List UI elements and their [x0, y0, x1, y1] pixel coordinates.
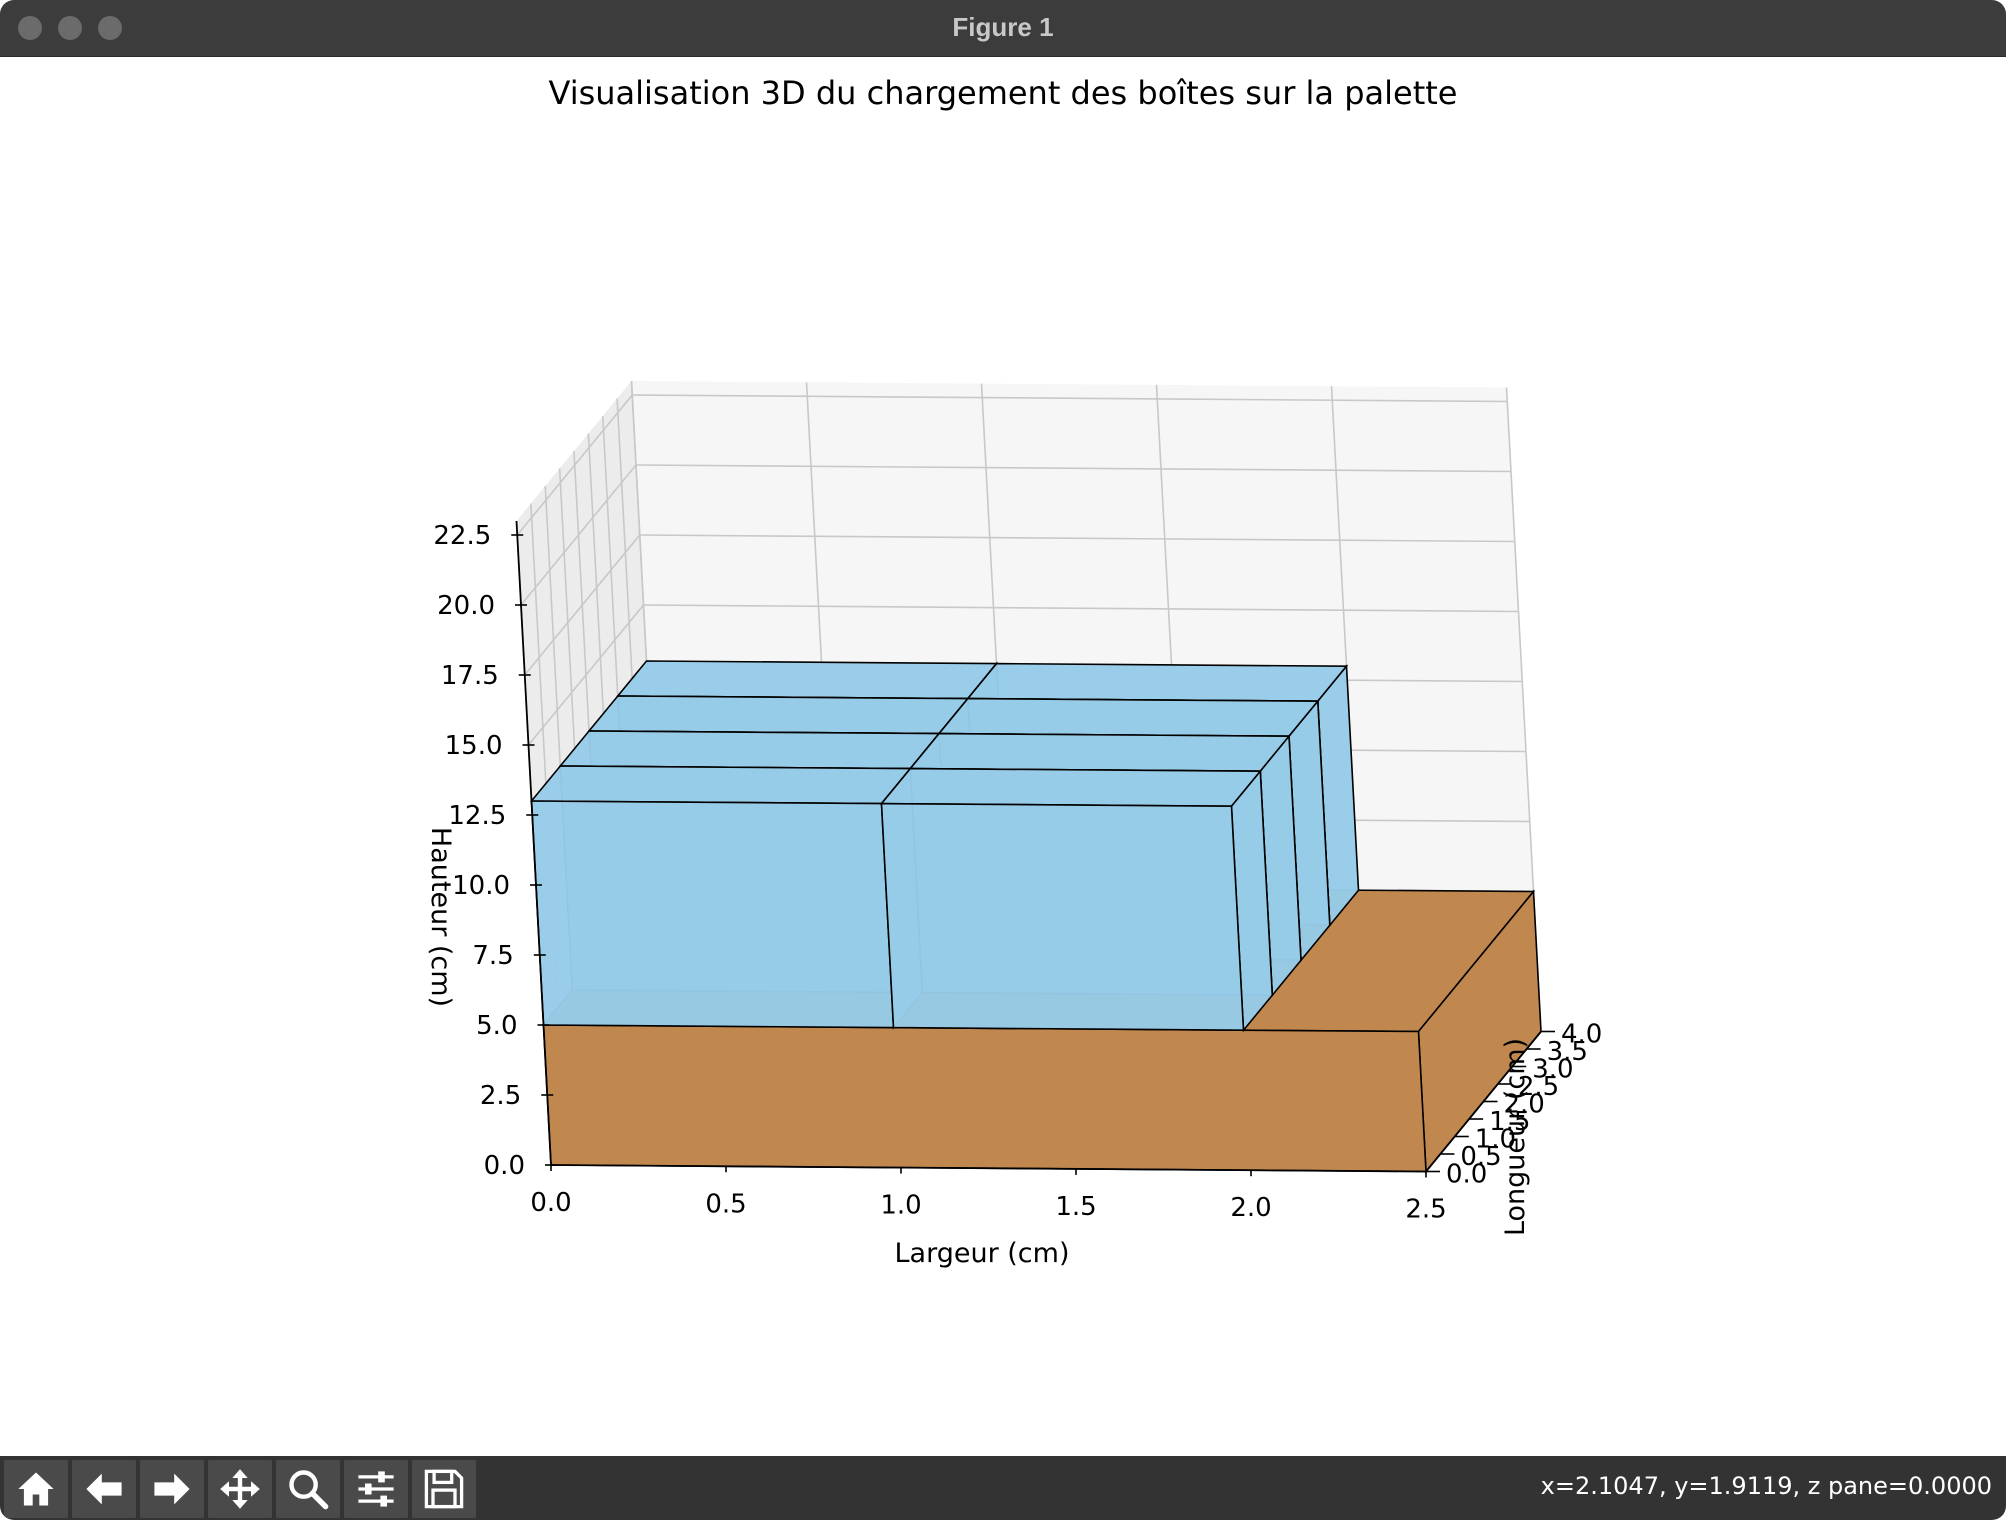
zoom-window-button[interactable]: [98, 16, 122, 40]
forward-button[interactable]: [140, 1460, 204, 1518]
y-tick-label: 3.0: [1532, 1055, 1573, 1085]
z-tick-label: 7.5: [472, 941, 513, 971]
chart-title: Visualisation 3D du chargement des boîte…: [549, 74, 1458, 112]
box-0-1-top: [879, 767, 1262, 808]
z-axis-line: [515, 520, 552, 1166]
x-tick-label: 2.5: [1405, 1195, 1446, 1225]
home-icon: [18, 1472, 54, 1506]
box-0-0-top: [529, 765, 912, 805]
save-button[interactable]: [412, 1460, 476, 1518]
box-1-0-top: [558, 730, 941, 770]
palette-front: [542, 1024, 1427, 1173]
x-axis-line: [550, 1164, 1427, 1173]
z-tick-label: 2.5: [480, 1081, 521, 1111]
y-tick-label: 4.0: [1561, 1020, 1602, 1050]
pan-icon: [220, 1469, 260, 1509]
zoom-icon: [289, 1470, 329, 1510]
box-0-1-front: [880, 802, 1245, 1032]
z-tick-label: 12.5: [448, 801, 506, 831]
y-tick-label: 2.0: [1504, 1090, 1545, 1120]
y-tick-label: 3.5: [1547, 1037, 1588, 1067]
forward-arrow-icon: [154, 1473, 190, 1505]
back-button[interactable]: [72, 1460, 136, 1518]
title-bar: Figure 1: [0, 0, 2006, 57]
minimize-window-button[interactable]: [58, 16, 82, 40]
configure-subplots-button[interactable]: [344, 1460, 408, 1518]
x-tick-label: 0.0: [530, 1188, 571, 1218]
axes: 0.0 0.5 1.0 1.5 2.0 2.50.02.55.07.510.012.515…: [433, 520, 1602, 1225]
save-icon: [424, 1469, 464, 1509]
box-3-0-top: [616, 660, 999, 700]
y-axis-label: Longueur (cm): [1500, 1038, 1531, 1236]
box-0-0-front: [530, 800, 895, 1029]
box-1-1-top: [908, 732, 1291, 773]
configure-subplots-icon: [358, 1471, 394, 1507]
home-button[interactable]: [4, 1460, 68, 1518]
z-tick-label: 0.0: [484, 1151, 525, 1181]
z-axis-label: Hauteur (cm): [425, 827, 456, 1007]
zoom-button[interactable]: [276, 1460, 340, 1518]
y-tick-label: 0.0: [1446, 1160, 1487, 1190]
z-tick-label: 5.0: [476, 1011, 517, 1041]
box-0-1: [879, 767, 1274, 1033]
gridline-z: [632, 394, 1508, 403]
gridline-z: [639, 534, 1515, 543]
x-tick-label: 0.5: [705, 1189, 746, 1219]
z-tick-label: 17.5: [441, 661, 499, 691]
gridline-z: [643, 604, 1519, 613]
box-2-1-top: [937, 697, 1320, 738]
z-tick-label: 20.0: [437, 591, 495, 621]
x-axis-label: Largeur (cm): [895, 1238, 1070, 1269]
z-tick-label: 22.5: [433, 521, 491, 551]
y-tick-label: 1.0: [1475, 1125, 1516, 1155]
x-tick-label: 2.0: [1230, 1193, 1271, 1223]
gridline-z: [635, 464, 1512, 473]
x-tick-label: 1.5: [1055, 1192, 1096, 1222]
box-0-0: [529, 765, 924, 1030]
z-tick-label: 10.0: [452, 871, 510, 901]
box-2-0-top: [587, 695, 970, 735]
close-window-button[interactable]: [18, 16, 42, 40]
z-tick-label: 15.0: [445, 731, 503, 761]
plot-3d[interactable]: 0.0 0.5 1.0 1.5 2.0 2.50.02.55.07.510.012.515…: [0, 57, 2006, 1456]
y-tick-label: 1.5: [1489, 1107, 1530, 1137]
window-title: Figure 1: [952, 12, 1054, 42]
pan-button[interactable]: [208, 1460, 272, 1518]
cursor-coordinates: x=2.1047, y=1.9119, z pane=0.0000: [1540, 1472, 1992, 1500]
back-arrow-icon: [86, 1473, 122, 1505]
y-tick-label: 2.5: [1518, 1072, 1559, 1102]
x-tick-label: 1.0: [880, 1191, 921, 1221]
y-tick-label: 0.5: [1460, 1142, 1501, 1172]
chart-bodies: [529, 660, 1542, 1174]
plot-canvas[interactable]: 0.0 0.5 1.0 1.5 2.0 2.5 0.0 2.5 5.0 7.5 10.0 12.5 15…: [0, 57, 2006, 1456]
toolbar: x=2.1047, y=1.9119, z pane=0.0000: [0, 1456, 2006, 1520]
box-3-1-top: [966, 662, 1349, 703]
